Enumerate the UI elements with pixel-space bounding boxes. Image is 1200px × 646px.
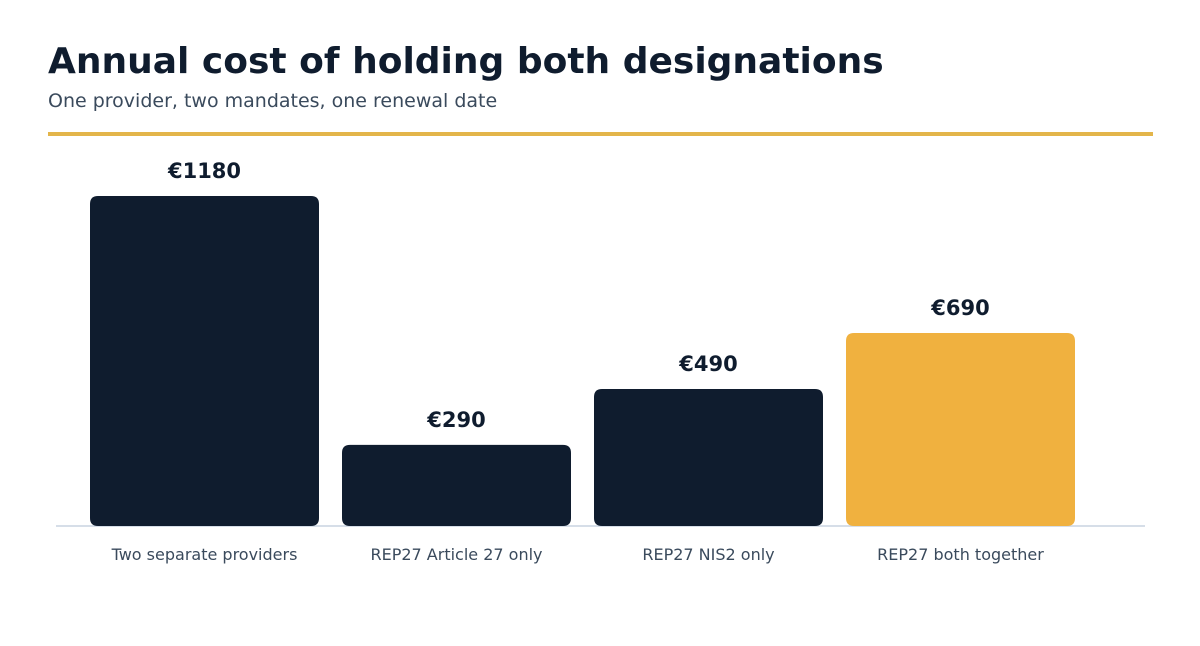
data-label-4: €690	[930, 296, 989, 320]
data-label-1: €1180	[167, 159, 241, 183]
bar-2	[342, 444, 571, 526]
category-label-2: REP27 Article 27 only	[370, 545, 542, 564]
bar-series	[90, 196, 1075, 526]
data-labels: €1180 €290 €490 €690	[167, 159, 990, 432]
category-label-3: REP27 NIS2 only	[642, 545, 774, 564]
accent-divider	[48, 132, 1153, 136]
bar-4	[846, 333, 1075, 526]
chart-title: Annual cost of holding both designations	[48, 41, 884, 82]
category-label-4: REP27 both together	[877, 545, 1044, 564]
bar-3	[594, 388, 823, 526]
bar-1	[90, 196, 319, 526]
category-label-1: Two separate providers	[111, 545, 298, 564]
chart-subtitle: One provider, two mandates, one renewal …	[48, 90, 498, 112]
category-labels: Two separate providers REP27 Article 27 o…	[111, 545, 1045, 564]
data-label-3: €490	[678, 352, 737, 376]
data-label-2: €290	[426, 408, 485, 432]
